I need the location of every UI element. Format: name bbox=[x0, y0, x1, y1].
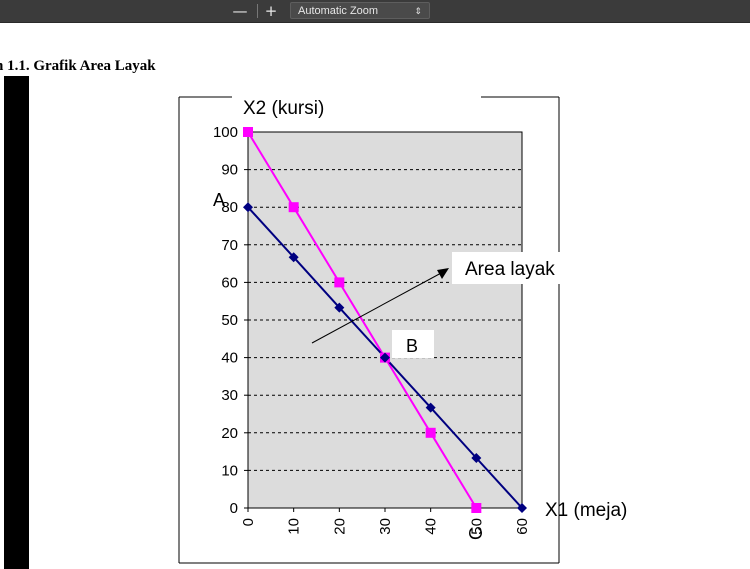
y-tick-label: 30 bbox=[221, 387, 238, 404]
data-point-diamond bbox=[517, 503, 527, 513]
x-tick-label: 10 bbox=[286, 518, 303, 535]
figure-frame bbox=[178, 96, 560, 564]
y-tick-label: 100 bbox=[213, 124, 238, 141]
plot-area bbox=[247, 131, 523, 509]
zoom-select-value: Automatic Zoom bbox=[298, 5, 379, 17]
y-tick-label: 0 bbox=[230, 500, 238, 517]
page-edge-bar bbox=[4, 76, 29, 569]
y-tick-label: 70 bbox=[221, 237, 238, 254]
x-tick-label: 60 bbox=[514, 518, 531, 535]
annotation-label: Area layak bbox=[465, 259, 555, 280]
x-axis-ticks: 0 10 20 30 40 50 60 bbox=[240, 508, 531, 535]
x-tick-label: 40 bbox=[423, 518, 440, 535]
zoom-out-button[interactable]: — bbox=[232, 2, 248, 20]
y-tick-label: 10 bbox=[221, 462, 238, 479]
y-axis-label: X2 (kursi) bbox=[243, 98, 324, 119]
x-tick-label: 20 bbox=[331, 518, 348, 535]
point-label-c: C bbox=[466, 527, 486, 540]
figure-caption-heading: n 1.1. Grafik Area Layak bbox=[0, 58, 156, 74]
point-b-bg bbox=[392, 330, 434, 358]
data-point-diamond bbox=[380, 352, 390, 363]
data-point-square bbox=[471, 503, 482, 513]
annotation-bg bbox=[452, 252, 582, 284]
y-tick-label: 40 bbox=[221, 350, 238, 367]
data-point-square bbox=[288, 202, 299, 213]
y-tick-label: 50 bbox=[221, 312, 238, 329]
y-tick-label: 20 bbox=[221, 425, 238, 442]
x-tick-label: 0 bbox=[240, 518, 257, 526]
x-tick-label: 50 bbox=[468, 518, 485, 535]
y-tick-label: 90 bbox=[221, 162, 238, 179]
x-tick-label: 30 bbox=[377, 518, 394, 535]
data-point-diamond bbox=[243, 202, 253, 213]
series-line bbox=[247, 131, 478, 509]
data-point-diamond bbox=[288, 252, 299, 263]
chevron-updown-icon: ⇕ bbox=[414, 6, 422, 16]
zoom-in-button[interactable]: + bbox=[264, 2, 278, 20]
zoom-select[interactable]: Automatic Zoom ⇕ bbox=[290, 2, 430, 19]
data-point-square bbox=[425, 427, 436, 438]
x-axis-label: X1 (meja) bbox=[545, 500, 627, 521]
point-label-a: A bbox=[213, 190, 225, 210]
series-markers bbox=[243, 127, 527, 513]
data-point-diamond bbox=[425, 402, 436, 413]
data-point-square bbox=[243, 127, 253, 137]
data-point-diamond bbox=[471, 452, 482, 463]
area-layak-arrow bbox=[311, 268, 449, 344]
toolbar-separator bbox=[257, 4, 258, 18]
y-tick-label: 60 bbox=[221, 274, 238, 291]
point-label-b: B bbox=[406, 336, 418, 356]
pdf-viewer-toolbar: — + Automatic Zoom ⇕ bbox=[0, 0, 750, 23]
data-point-square bbox=[334, 277, 345, 288]
y-axis-ticks: 0 10 20 30 40 50 60 70 80 90 100 bbox=[213, 124, 248, 517]
y-tick-label: 80 bbox=[221, 199, 238, 216]
data-point-diamond bbox=[334, 302, 345, 313]
